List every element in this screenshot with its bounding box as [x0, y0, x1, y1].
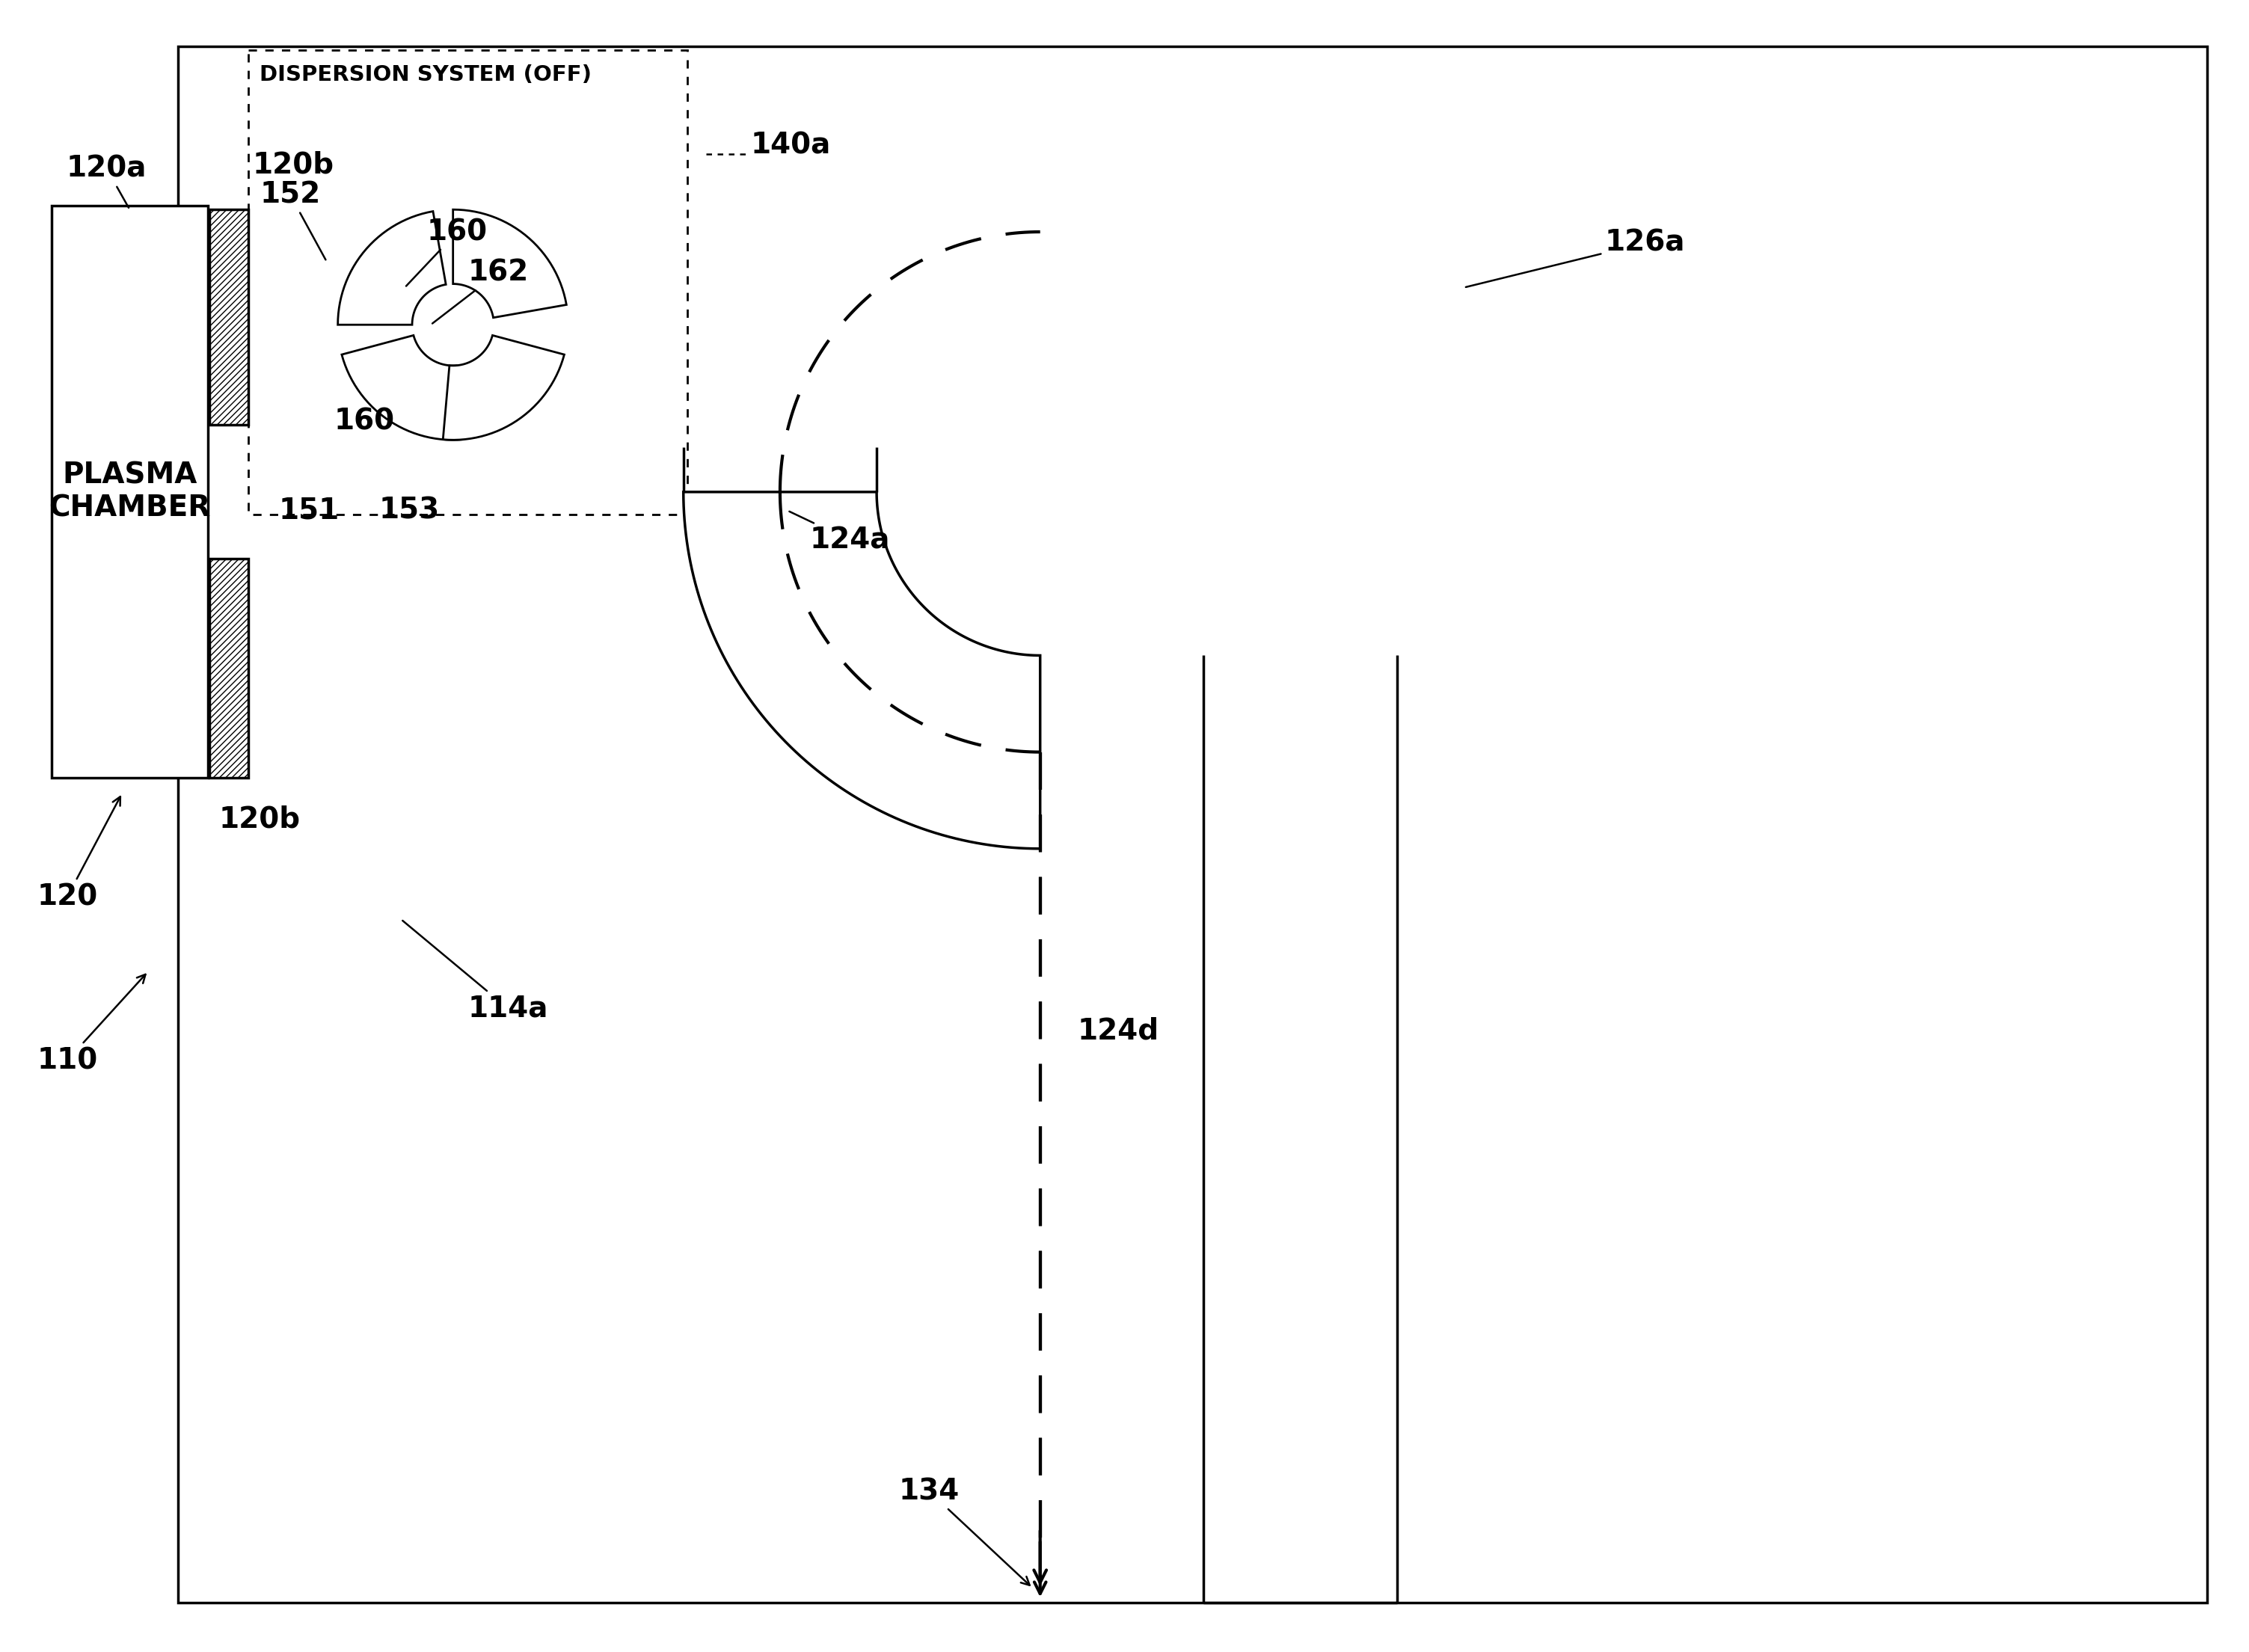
- Polygon shape: [684, 492, 1039, 849]
- Bar: [209, 210, 250, 425]
- Text: 124a: 124a: [789, 512, 891, 555]
- Polygon shape: [337, 211, 445, 325]
- Text: DISPERSION SYSTEM (OFF): DISPERSION SYSTEM (OFF): [261, 64, 591, 86]
- Text: PLASMA
CHAMBER: PLASMA CHAMBER: [49, 461, 211, 522]
- Text: 151: 151: [279, 496, 340, 525]
- Text: 120a: 120a: [67, 155, 146, 208]
- Polygon shape: [452, 210, 567, 317]
- Text: 120b: 120b: [218, 805, 301, 833]
- Text: 160: 160: [407, 218, 488, 286]
- Text: 160: 160: [335, 406, 396, 436]
- Text: 134: 134: [900, 1477, 1030, 1586]
- Text: 110: 110: [36, 975, 146, 1075]
- Bar: [250, 50, 688, 514]
- Polygon shape: [443, 335, 564, 439]
- Text: 114a: 114a: [403, 920, 549, 1023]
- Text: 126a: 126a: [1466, 228, 1685, 287]
- Bar: [52, 207, 207, 778]
- Text: 162: 162: [432, 258, 529, 324]
- Polygon shape: [342, 335, 463, 439]
- Bar: [209, 558, 250, 778]
- Text: 120b: 120b: [252, 150, 333, 178]
- Text: 124d: 124d: [1077, 1016, 1158, 1046]
- Text: 120: 120: [36, 796, 119, 912]
- Text: 140a: 140a: [751, 132, 830, 160]
- Text: 153: 153: [378, 496, 439, 525]
- Text: 152: 152: [261, 180, 326, 259]
